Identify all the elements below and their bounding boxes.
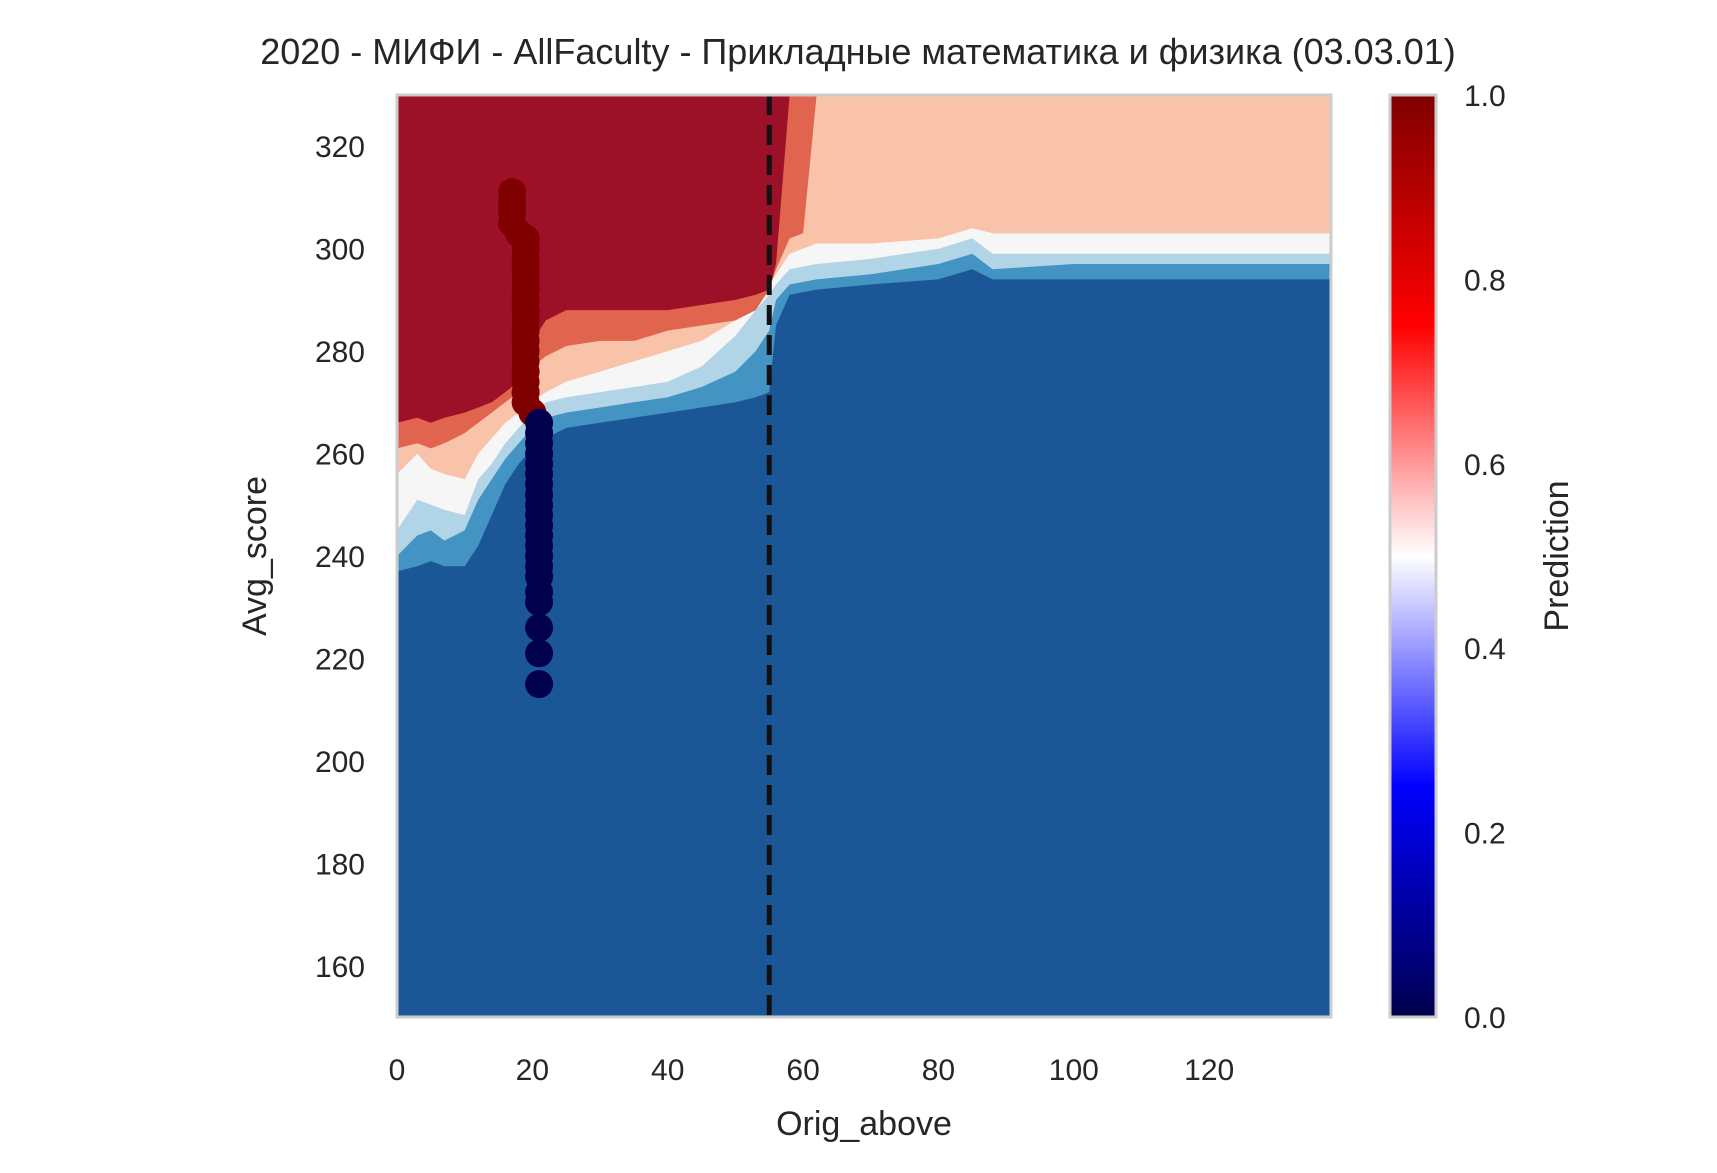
colorbar-ticks: 0.0 0.2 0.4 0.6 0.8 1.0 — [1464, 80, 1506, 1035]
y-axis-label: Avg_score — [236, 476, 274, 636]
x-tick-label: 20 — [516, 1054, 549, 1087]
y-tick-label: 280 — [315, 336, 365, 369]
colorbar-gradient — [1388, 93, 1438, 1019]
contour-region-0.0-0.125 — [397, 269, 1331, 1017]
colorbar-tick-label: 1.0 — [1464, 80, 1506, 113]
colorbar-tick-label: 0.6 — [1464, 449, 1506, 482]
point-1-19 — [525, 639, 554, 668]
x-tick-label: 60 — [786, 1054, 819, 1087]
y-tick-label: 300 — [315, 234, 365, 267]
x-tick-label: 0 — [389, 1054, 406, 1087]
colorbar-label: Prediction — [1538, 480, 1576, 631]
chart-title: 2020 - МИФИ - AllFaculty - Прикладные ма… — [260, 31, 1456, 72]
colorbar-tick-label: 0.2 — [1464, 818, 1506, 851]
plot-frame — [395, 93, 1333, 1019]
x-tick-label: 120 — [1184, 1054, 1234, 1087]
x-axis: 0 20 40 60 80 100 120 — [389, 1054, 1235, 1087]
y-tick-label: 260 — [315, 439, 365, 472]
contour-fill — [397, 95, 1331, 1017]
y-axis: 160 180 200 220 240 260 280 300 320 — [315, 131, 365, 984]
point-1-18 — [525, 613, 554, 642]
point-1-17 — [525, 588, 554, 617]
y-tick-label: 200 — [315, 746, 365, 779]
plot-area — [397, 95, 1331, 1017]
colorbar-tick-label: 0.8 — [1464, 264, 1506, 297]
y-tick-label: 220 — [315, 643, 365, 676]
x-tick-label: 40 — [651, 1054, 684, 1087]
y-tick-label: 240 — [315, 541, 365, 574]
x-tick-label: 100 — [1049, 1054, 1099, 1087]
point-1-20 — [525, 670, 554, 699]
y-tick-label: 160 — [315, 951, 365, 984]
y-tick-label: 180 — [315, 848, 365, 881]
colorbar: 0.0 0.2 0.4 0.6 0.8 1.0 Prediction — [1388, 80, 1576, 1035]
y-tick-label: 320 — [315, 131, 365, 164]
scatter-points — [498, 178, 554, 699]
contour-region-0.875-1.0 — [397, 95, 790, 423]
x-tick-label: 80 — [922, 1054, 955, 1087]
x-axis-label: Orig_above — [776, 1105, 952, 1143]
colorbar-tick-label: 0.4 — [1464, 633, 1506, 666]
colorbar-tick-label: 0.0 — [1464, 1002, 1506, 1035]
